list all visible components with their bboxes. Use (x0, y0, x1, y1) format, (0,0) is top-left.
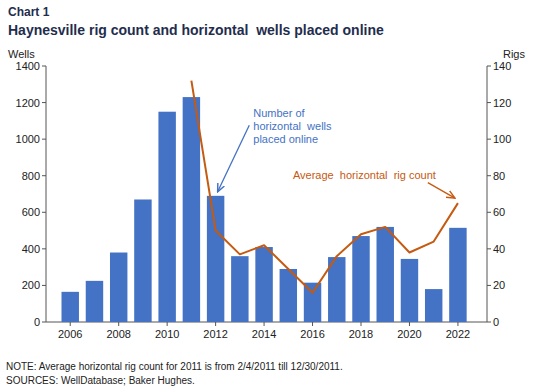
bar-series (62, 97, 467, 322)
x-tick-label: 2006 (58, 328, 82, 340)
bar (425, 289, 442, 322)
bar (304, 283, 321, 322)
bar (110, 253, 127, 322)
annotation-line: Number of (253, 107, 305, 119)
bar (134, 199, 151, 322)
y-tick (42, 248, 46, 249)
x-tick (70, 322, 71, 326)
annotation: Average horizontal rig count (293, 169, 436, 181)
y2-tick-label: 20 (493, 279, 505, 291)
y-tick-label: 400 (22, 243, 40, 255)
x-tick (312, 322, 313, 326)
footnote: NOTE: Average horizontal rig count for 2… (6, 361, 343, 372)
y-tick (42, 175, 46, 176)
y-tick-label: 800 (22, 170, 40, 182)
annotation-line: horizontal wells (253, 120, 332, 132)
y2-tick (487, 139, 491, 140)
y-tick-label: 200 (22, 279, 40, 291)
y2-tick (487, 285, 491, 286)
x-tick (167, 322, 168, 326)
y2-axis-label: Rigs (503, 48, 526, 60)
y-tick-label: 600 (22, 206, 40, 218)
background (0, 0, 533, 392)
annotation-arrow (218, 125, 250, 192)
x-tick (409, 322, 410, 326)
x-tick-label: 2008 (106, 328, 130, 340)
y-tick (42, 102, 46, 103)
bar (183, 97, 200, 322)
x-tick (215, 322, 216, 326)
x-tick (361, 322, 362, 326)
annotation: Number ofhorizontal wellsplaced online (253, 107, 332, 145)
y-axis-line (46, 66, 47, 322)
bar (377, 227, 394, 322)
y-axis-label: Wells (8, 48, 35, 60)
y2-tick (487, 66, 491, 67)
x-tick-label: 2010 (155, 328, 179, 340)
x-tick-label: 2022 (446, 328, 470, 340)
annotation-line: placed online (253, 133, 318, 145)
bar (255, 247, 272, 322)
y-tick (42, 322, 46, 323)
x-tick-label: 2016 (300, 328, 324, 340)
x-tick-label: 2012 (203, 328, 227, 340)
y-tick (42, 66, 46, 67)
y2-tick-label: 80 (493, 170, 505, 182)
annotations: Number ofhorizontal wellsplaced online Av… (218, 107, 455, 198)
y2-tick-label: 0 (493, 316, 499, 328)
y2-tick-label: 120 (493, 97, 511, 109)
x-tick (457, 322, 458, 326)
y-tick (42, 212, 46, 213)
source: SOURCES: WellDatabase; Baker Hughes. (6, 375, 195, 386)
annotation-arrow (428, 183, 455, 199)
line (191, 81, 458, 293)
chart: Chart 1 Haynesville rig count and horizon… (0, 0, 533, 392)
y-tick (42, 139, 46, 140)
y2-tick-label: 140 (493, 60, 511, 72)
y-tick-label: 1000 (16, 133, 40, 145)
plot-area (62, 81, 467, 322)
y2-tick (487, 175, 491, 176)
y2-tick-label: 60 (493, 206, 505, 218)
y2-tick-label: 100 (493, 133, 511, 145)
x-tick (264, 322, 265, 326)
y-tick-label: 1400 (16, 60, 40, 72)
bar (280, 269, 297, 322)
bar (231, 256, 248, 322)
title: Chart 1 (8, 5, 50, 19)
x-tick-label: 2020 (397, 328, 421, 340)
y-tick-label: 0 (34, 316, 40, 328)
subtitle: Haynesville rig count and horizontal wel… (8, 22, 384, 38)
bar (207, 196, 224, 322)
annotation-line: Average horizontal rig count (293, 169, 436, 181)
y2-tick (487, 102, 491, 103)
y2-tick-label: 40 (493, 243, 505, 255)
bar (158, 112, 175, 322)
y2-axis-line (487, 66, 488, 322)
chart-container: Chart 1 Haynesville rig count and horizon… (0, 0, 533, 392)
bar (352, 236, 369, 322)
y2-tick (487, 212, 491, 213)
x-tick-label: 2018 (349, 328, 373, 340)
bar (62, 292, 79, 322)
bar (449, 228, 466, 322)
y-tick (42, 285, 46, 286)
axes: 2006200820102012201420162018202020220200… (16, 60, 512, 340)
y2-tick (487, 322, 491, 323)
y-tick-label: 1200 (16, 97, 40, 109)
bar (401, 259, 418, 322)
x-tick-label: 2014 (252, 328, 276, 340)
bar (86, 281, 103, 322)
x-tick (118, 322, 119, 326)
y2-tick (487, 248, 491, 249)
